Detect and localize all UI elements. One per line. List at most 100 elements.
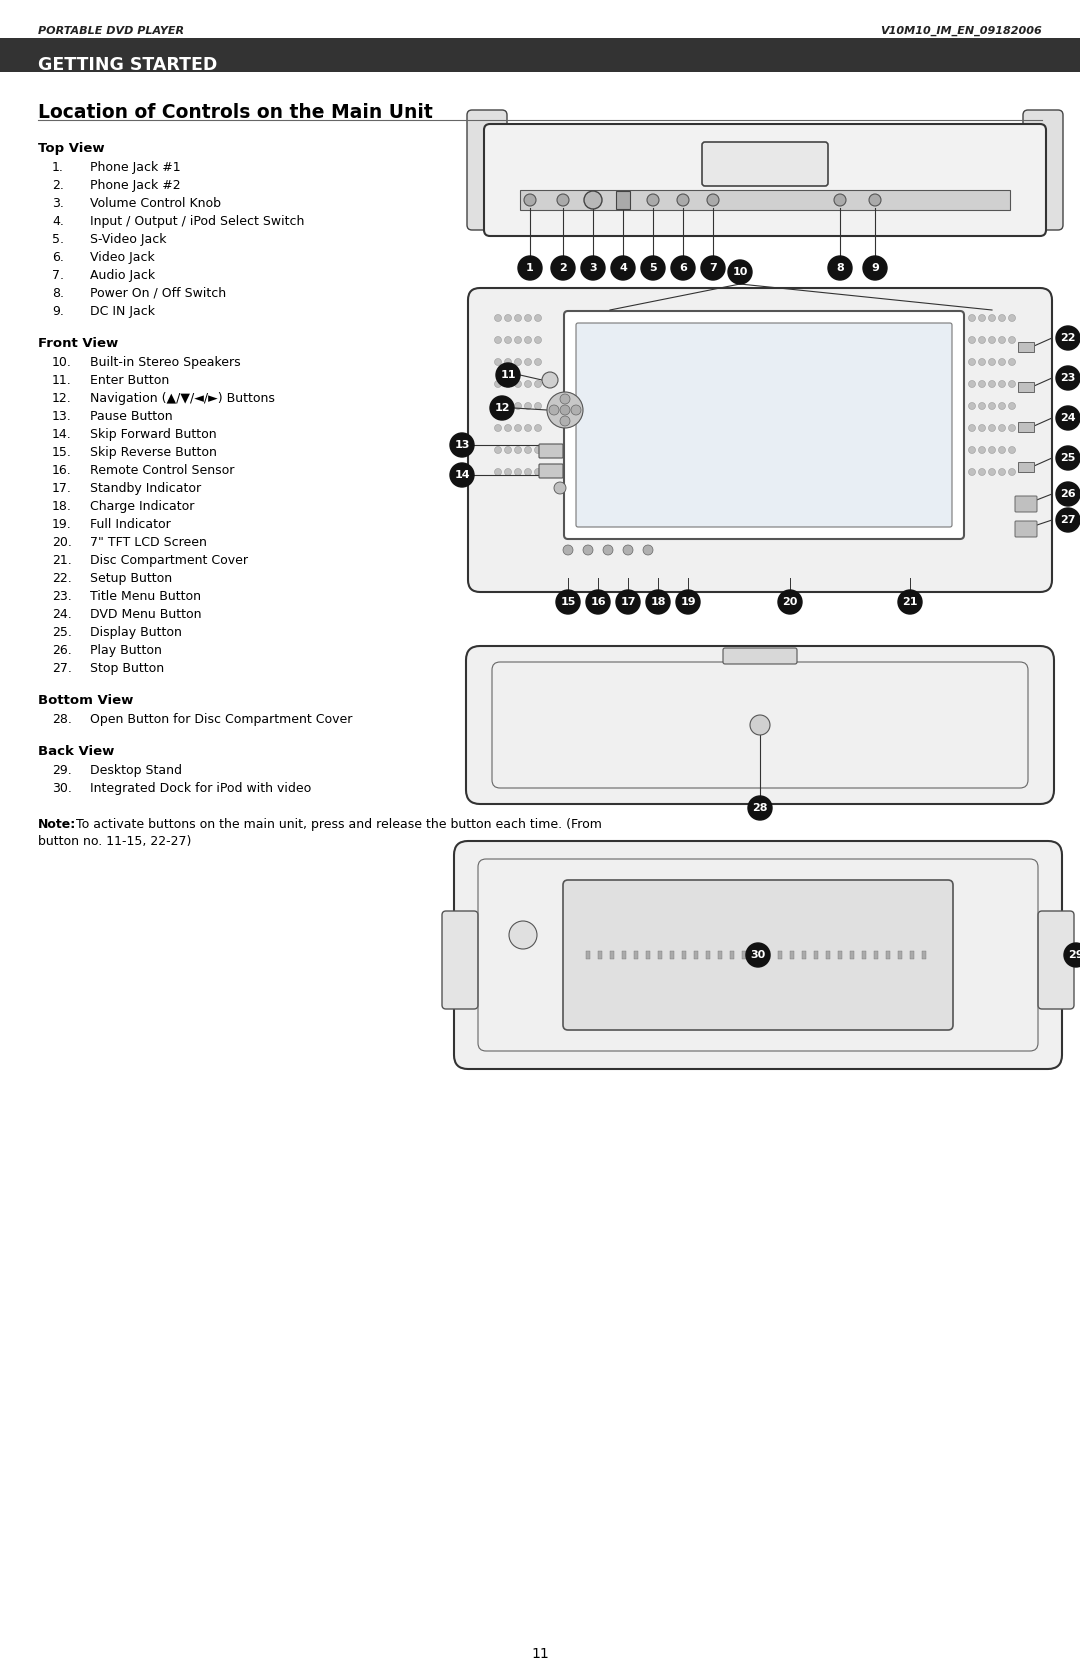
Text: Remote Control Sensor: Remote Control Sensor	[90, 464, 234, 477]
Circle shape	[525, 381, 531, 387]
Text: 12.: 12.	[52, 392, 71, 406]
Bar	[754, 951, 758, 960]
FancyBboxPatch shape	[723, 648, 797, 664]
Circle shape	[535, 314, 541, 322]
Circle shape	[897, 591, 922, 614]
Text: Title Menu Button: Title Menu Button	[90, 591, 201, 603]
Bar	[519, 190, 1010, 210]
Circle shape	[969, 447, 975, 454]
Text: GETTING STARTED: GETTING STARTED	[38, 57, 217, 73]
Text: 3.: 3.	[52, 197, 64, 210]
Circle shape	[514, 337, 522, 344]
Text: 10.: 10.	[52, 355, 72, 369]
Bar	[789, 951, 794, 960]
Text: 20.: 20.	[52, 536, 72, 549]
Bar	[658, 951, 662, 960]
Circle shape	[524, 194, 536, 205]
Circle shape	[999, 359, 1005, 366]
Text: 11: 11	[531, 1647, 549, 1661]
Circle shape	[495, 314, 501, 322]
Circle shape	[1009, 424, 1015, 432]
Text: Power On / Off Switch: Power On / Off Switch	[90, 287, 226, 300]
Circle shape	[495, 381, 501, 387]
Circle shape	[999, 447, 1005, 454]
Circle shape	[1009, 381, 1015, 387]
Text: 8: 8	[836, 264, 843, 274]
Circle shape	[999, 381, 1005, 387]
Text: 27: 27	[1061, 516, 1076, 526]
Bar	[1018, 382, 1034, 392]
Text: PORTABLE DVD PLAYER: PORTABLE DVD PLAYER	[38, 27, 184, 37]
Circle shape	[1009, 359, 1015, 366]
Circle shape	[571, 406, 581, 416]
Text: 7" TFT LCD Screen: 7" TFT LCD Screen	[90, 536, 207, 549]
Bar	[681, 951, 686, 960]
Bar	[586, 951, 590, 960]
Circle shape	[999, 402, 1005, 409]
Bar	[850, 951, 854, 960]
Text: Skip Forward Button: Skip Forward Button	[90, 427, 217, 441]
Circle shape	[978, 381, 986, 387]
Circle shape	[616, 591, 640, 614]
Text: 5: 5	[649, 264, 657, 274]
Circle shape	[1056, 325, 1080, 350]
Circle shape	[563, 546, 573, 556]
Text: 12: 12	[495, 402, 510, 412]
Circle shape	[584, 190, 602, 209]
Text: Front View: Front View	[38, 337, 118, 350]
Text: Top View: Top View	[38, 142, 105, 155]
Circle shape	[778, 591, 802, 614]
Circle shape	[495, 447, 501, 454]
Bar	[1018, 462, 1034, 472]
Bar	[622, 951, 626, 960]
Text: V10M10_IM_EN_09182006: V10M10_IM_EN_09182006	[880, 27, 1042, 37]
Circle shape	[746, 943, 770, 966]
Circle shape	[707, 194, 719, 205]
Circle shape	[969, 469, 975, 476]
FancyBboxPatch shape	[564, 310, 964, 539]
Circle shape	[671, 255, 696, 280]
Circle shape	[525, 337, 531, 344]
FancyBboxPatch shape	[1038, 911, 1074, 1010]
Circle shape	[988, 469, 996, 476]
Text: Note:: Note:	[38, 818, 77, 831]
Circle shape	[988, 424, 996, 432]
FancyBboxPatch shape	[454, 841, 1062, 1070]
Circle shape	[1056, 406, 1080, 431]
FancyBboxPatch shape	[539, 464, 563, 477]
Circle shape	[988, 402, 996, 409]
Text: 23.: 23.	[52, 591, 71, 603]
Circle shape	[504, 381, 512, 387]
Circle shape	[988, 314, 996, 322]
Circle shape	[978, 447, 986, 454]
Circle shape	[525, 447, 531, 454]
Text: 5.: 5.	[52, 234, 64, 245]
Circle shape	[988, 359, 996, 366]
Text: 28: 28	[753, 803, 768, 813]
Circle shape	[1009, 402, 1015, 409]
Text: 23: 23	[1061, 372, 1076, 382]
Circle shape	[978, 424, 986, 432]
Text: Audio Jack: Audio Jack	[90, 269, 156, 282]
Text: Location of Controls on the Main Unit: Location of Controls on the Main Unit	[38, 103, 433, 122]
Circle shape	[999, 469, 1005, 476]
Text: To activate buttons on the main unit, press and release the button each time. (F: To activate buttons on the main unit, pr…	[76, 818, 602, 831]
Text: 14: 14	[455, 471, 470, 481]
Circle shape	[514, 314, 522, 322]
Circle shape	[1056, 366, 1080, 391]
Text: 4.: 4.	[52, 215, 64, 229]
Circle shape	[583, 546, 593, 556]
Bar	[886, 951, 890, 960]
Circle shape	[828, 255, 852, 280]
Bar	[610, 951, 615, 960]
Text: button no. 11-15, 22-27): button no. 11-15, 22-27)	[38, 834, 191, 848]
Text: 11.: 11.	[52, 374, 71, 387]
Text: 21: 21	[902, 598, 918, 608]
Bar	[1018, 342, 1034, 352]
Text: 27.: 27.	[52, 663, 72, 674]
Circle shape	[504, 447, 512, 454]
Text: DC IN Jack: DC IN Jack	[90, 305, 156, 319]
Text: Desktop Stand: Desktop Stand	[90, 764, 183, 778]
Text: 3: 3	[590, 264, 597, 274]
Bar	[778, 951, 782, 960]
